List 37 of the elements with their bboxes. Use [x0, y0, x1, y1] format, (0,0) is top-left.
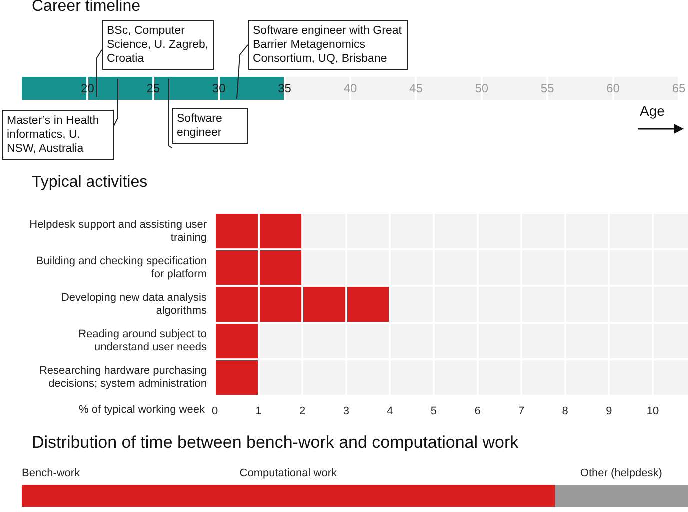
y-tick-label: Building and checking specification for platform	[36, 255, 207, 281]
x-axis-title: % of typical working week	[79, 404, 206, 416]
x-tick-label: 7	[518, 405, 525, 418]
x-tick-label: 2	[300, 405, 306, 418]
x-tick-label: 6	[474, 405, 481, 418]
text: Software engineer with Great Barrier Metagenomics Consortium, UQ, Brisbane	[248, 20, 408, 70]
x-tick-label: 10	[646, 405, 660, 418]
x-tick-label: 50	[475, 82, 489, 96]
series-label: Other (helpdesk)	[580, 468, 662, 480]
y-tick-label: Researching hardware purchasing decisions; system administration	[39, 364, 207, 390]
x-tick-label: 60	[606, 82, 620, 96]
x-tick-label: 65	[672, 82, 686, 96]
bar	[216, 322, 260, 360]
x-tick-label: 45	[410, 82, 424, 96]
text: BSc, Computer Science, U. Zagreb, Croatia	[102, 20, 214, 70]
series-label: Bench-work	[22, 468, 81, 480]
text: Software engineer	[172, 108, 248, 144]
x-tick-label: 4	[387, 405, 394, 418]
y-tick-label: Developing new data analysis algorithms	[61, 292, 208, 318]
text: Master’s in Health informatics, U. NSW, Australia	[2, 110, 114, 160]
x-tick-label: 0	[212, 405, 218, 418]
x-tick-label: 55	[540, 82, 555, 96]
chart-title: Typical activities	[32, 174, 148, 192]
x-tick-label: 1	[256, 405, 262, 418]
y-tick-label: Reading around subject to understand user needs	[78, 328, 208, 354]
x-tick-label: 8	[562, 405, 568, 418]
bar	[216, 358, 260, 396]
y-tick-label: Helpdesk support and assisting user training	[30, 218, 208, 244]
series-label: Computational work	[240, 468, 338, 480]
x-tick-label: 5	[430, 405, 438, 418]
bar	[216, 213, 303, 250]
bar	[216, 286, 391, 324]
x-tick-label: 40	[344, 82, 358, 96]
x-tick-label: 9	[606, 405, 612, 418]
chart-title: Distribution of time between bench-work and computational work	[32, 433, 519, 452]
x-axis-title: Age	[640, 103, 665, 119]
x-tick-label: 3	[343, 405, 350, 418]
